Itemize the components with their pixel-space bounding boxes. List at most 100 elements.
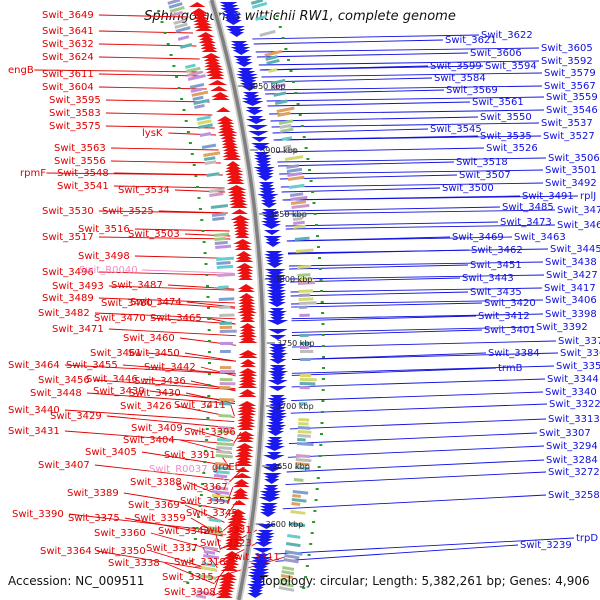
right-gene-label[interactable]: Swit_3485: [502, 202, 554, 213]
left-gene-label[interactable]: Swit_3464: [8, 360, 60, 371]
left-gene-label[interactable]: Swit_3470: [94, 313, 146, 324]
left-gene-label[interactable]: Swit_3337: [146, 543, 198, 554]
right-gene-label[interactable]: Swit_3340: [545, 387, 597, 398]
left-gene-label[interactable]: Swit_3411: [174, 400, 226, 411]
right-gene-label[interactable]: Swit_3550: [480, 112, 532, 123]
right-gene-label[interactable]: Swit_3443: [462, 273, 514, 284]
right-gene-label[interactable]: Swit_3599: [430, 61, 482, 72]
left-gene-label[interactable]: Swit_3450: [128, 348, 180, 359]
right-gene-label[interactable]: Swit_3406: [545, 295, 597, 306]
left-gene-label[interactable]: Swit_3641: [42, 26, 94, 37]
left-gene-label[interactable]: Swit_3548: [57, 168, 109, 179]
left-gene-label[interactable]: Swit_3455: [66, 360, 118, 371]
left-gene-label[interactable]: Swit_3323: [200, 538, 252, 549]
left-gene-label[interactable]: Swit_3563: [54, 143, 106, 154]
left-gene-label[interactable]: Swit_3367: [176, 482, 228, 493]
left-gene-label[interactable]: Swit_3331: [200, 525, 252, 536]
left-gene-label[interactable]: Swit_3391: [164, 450, 216, 461]
right-gene-label[interactable]: Swit_3412: [478, 311, 530, 322]
right-gene-label[interactable]: Swit_3392: [536, 322, 588, 333]
right-gene-label[interactable]: Swit_3584: [434, 73, 486, 84]
right-gene-label[interactable]: Swit_3427: [546, 270, 598, 281]
right-gene-label[interactable]: Swit_3307: [539, 428, 591, 439]
left-gene-label[interactable]: Swit_3405: [85, 447, 137, 458]
right-gene-label[interactable]: Swit_3622: [481, 30, 533, 41]
right-gene-label[interactable]: Swit_3621: [445, 35, 497, 46]
right-gene-label[interactable]: Swit_3492: [545, 178, 597, 189]
right-gene-label[interactable]: Swit_3579: [544, 68, 596, 79]
left-gene-label[interactable]: Swit_3375: [68, 513, 120, 524]
left-gene-label[interactable]: Swit_R0037: [149, 464, 208, 475]
right-gene-label[interactable]: Swit_3606: [470, 48, 522, 59]
right-gene-label[interactable]: Swit_3272: [548, 467, 600, 478]
right-gene-label[interactable]: Swit_3500: [442, 183, 494, 194]
left-gene-label[interactable]: Swit_3436: [134, 376, 186, 387]
right-gene-label[interactable]: Swit_3473: [500, 217, 552, 228]
left-gene-label[interactable]: Swit_3439: [93, 386, 145, 397]
right-gene-label[interactable]: trmB: [498, 363, 523, 374]
left-gene-label[interactable]: Swit_3530: [42, 206, 94, 217]
right-gene-label[interactable]: Swit_3491: [522, 191, 574, 202]
left-gene-label[interactable]: Swit_3632: [42, 39, 94, 50]
right-gene-label[interactable]: Swit_3535: [480, 131, 532, 142]
right-gene-label[interactable]: Swit_3384: [488, 348, 540, 359]
right-gene-label[interactable]: Swit_3401: [484, 325, 536, 336]
right-gene-label[interactable]: Swit_3258: [548, 490, 600, 501]
left-gene-label[interactable]: Swit_3517: [42, 232, 94, 243]
left-gene-label[interactable]: Swit_3342: [158, 526, 210, 537]
left-gene-label[interactable]: Swit_3389: [67, 488, 119, 499]
left-gene-label[interactable]: Swit_3426: [120, 401, 172, 412]
left-gene-label[interactable]: lysK: [142, 128, 163, 139]
left-gene-label[interactable]: Swit_3364: [40, 546, 92, 557]
left-gene-label[interactable]: Swit_3369: [128, 500, 180, 511]
right-gene-label[interactable]: Swit_3559: [546, 92, 598, 103]
left-gene-label[interactable]: Swit_3357: [180, 496, 232, 507]
left-gene-label[interactable]: Swit_3390: [12, 509, 64, 520]
left-gene-label[interactable]: Swit_3575: [49, 121, 101, 132]
left-gene-label[interactable]: Swit_3534: [118, 185, 170, 196]
left-gene-label[interactable]: Swit_3487: [111, 280, 163, 291]
left-gene-label[interactable]: Swit_3525: [102, 206, 154, 217]
right-gene-label[interactable]: Swit_3451: [470, 260, 522, 271]
right-gene-label[interactable]: Swit_3284: [546, 455, 598, 466]
left-gene-label[interactable]: Swit_3407: [38, 460, 90, 471]
right-gene-label[interactable]: Swit_3592: [541, 56, 593, 67]
right-gene-label[interactable]: Swit_3561: [472, 97, 524, 108]
left-gene-label[interactable]: Swit_3350: [94, 546, 146, 557]
left-gene-label[interactable]: Swit_3516: [78, 224, 130, 235]
left-gene-label[interactable]: Swit_3460: [123, 333, 175, 344]
left-gene-label[interactable]: Swit_3308: [164, 587, 216, 598]
left-gene-label[interactable]: Swit_3446: [86, 374, 138, 385]
right-gene-label[interactable]: rplJ: [580, 191, 596, 202]
left-gene-label[interactable]: Swit_3461: [90, 348, 142, 359]
left-gene-label[interactable]: Swit_3396: [184, 427, 236, 438]
left-gene-label[interactable]: Swit_3583: [49, 108, 101, 119]
left-gene-label[interactable]: Swit_3489: [42, 293, 94, 304]
right-gene-label[interactable]: Swit_3445: [550, 244, 600, 255]
right-gene-label[interactable]: Swit_3475: [557, 205, 600, 216]
right-gene-label[interactable]: Swit_3313: [548, 414, 600, 425]
right-gene-label[interactable]: trpD: [576, 533, 598, 544]
right-gene-label[interactable]: Swit_3527: [543, 131, 595, 142]
left-gene-label[interactable]: Swit_3471: [52, 324, 104, 335]
left-gene-label[interactable]: Swit_3604: [42, 82, 94, 93]
right-gene-label[interactable]: Swit_3378: [558, 336, 600, 347]
left-gene-label[interactable]: Swit_3624: [42, 52, 94, 63]
right-gene-label[interactable]: Swit_3358: [556, 361, 600, 372]
left-gene-label[interactable]: Swit_3315: [162, 572, 214, 583]
left-gene-label[interactable]: engB: [8, 65, 34, 76]
right-gene-label[interactable]: Swit_3466: [557, 220, 600, 231]
right-gene-label[interactable]: Swit_3462: [471, 245, 523, 256]
left-gene-label[interactable]: Swit_3318: [174, 557, 226, 568]
left-gene-label[interactable]: Swit_3431: [8, 426, 60, 437]
left-gene-label[interactable]: Swit_3611: [42, 69, 94, 80]
left-gene-label[interactable]: Swit_3503: [128, 229, 180, 240]
right-gene-label[interactable]: Swit_3469: [452, 232, 504, 243]
right-gene-label[interactable]: Swit_3537: [541, 118, 593, 129]
right-gene-label[interactable]: Swit_3417: [544, 283, 596, 294]
left-gene-label[interactable]: Swit_3338: [108, 558, 160, 569]
right-gene-label[interactable]: Swit_3438: [545, 257, 597, 268]
right-gene-label[interactable]: Swit_3463: [514, 232, 566, 243]
left-gene-label[interactable]: Swit_3498: [78, 251, 130, 262]
right-gene-label[interactable]: Swit_3605: [541, 43, 593, 54]
